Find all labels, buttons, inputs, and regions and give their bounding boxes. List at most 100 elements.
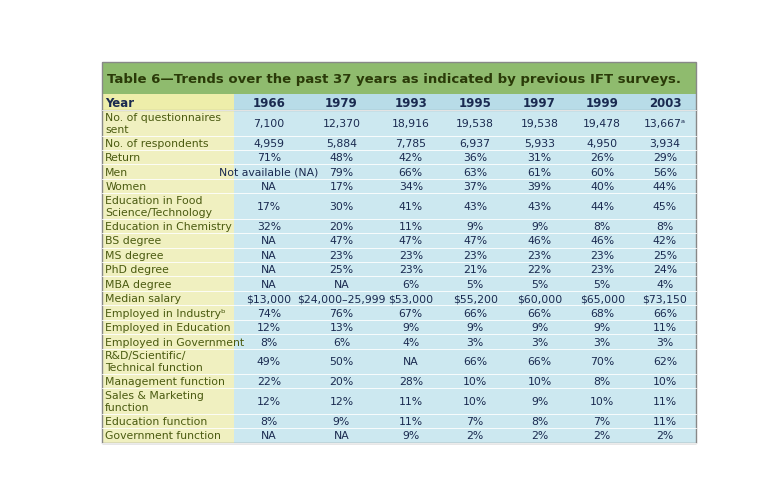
Text: MBA degree: MBA degree bbox=[105, 279, 171, 289]
Text: 11%: 11% bbox=[399, 416, 423, 426]
Text: 66%: 66% bbox=[399, 167, 423, 177]
Text: R&D/Scientific/
Technical function: R&D/Scientific/ Technical function bbox=[105, 351, 203, 373]
Bar bbox=[102, 233, 234, 248]
Text: 19,538: 19,538 bbox=[520, 119, 559, 129]
Text: 28%: 28% bbox=[399, 377, 423, 386]
Text: 31%: 31% bbox=[527, 153, 552, 163]
Text: 30%: 30% bbox=[330, 201, 354, 211]
Text: Not available (NA): Not available (NA) bbox=[219, 167, 319, 177]
Bar bbox=[102, 292, 234, 306]
Text: 5%: 5% bbox=[530, 279, 548, 289]
Bar bbox=[102, 111, 234, 136]
Bar bbox=[102, 165, 234, 179]
Text: 18,916: 18,916 bbox=[392, 119, 430, 129]
Text: 22%: 22% bbox=[527, 265, 552, 275]
Text: $13,000: $13,000 bbox=[246, 294, 291, 304]
Text: 21%: 21% bbox=[463, 265, 487, 275]
Text: 3%: 3% bbox=[467, 337, 484, 347]
Text: 1999: 1999 bbox=[586, 97, 619, 109]
Text: 41%: 41% bbox=[399, 201, 423, 211]
Text: No. of questionnaires
sent: No. of questionnaires sent bbox=[105, 113, 221, 135]
Text: 71%: 71% bbox=[257, 153, 281, 163]
Text: 1966: 1966 bbox=[252, 97, 285, 109]
Bar bbox=[234, 335, 696, 349]
Text: Education in Food
Science/Technology: Education in Food Science/Technology bbox=[105, 195, 212, 217]
Text: 5%: 5% bbox=[467, 279, 484, 289]
Text: 66%: 66% bbox=[463, 308, 487, 318]
Text: 6,937: 6,937 bbox=[460, 138, 491, 148]
Bar bbox=[102, 374, 234, 389]
Text: Education in Chemistry: Education in Chemistry bbox=[105, 221, 232, 231]
Text: 37%: 37% bbox=[463, 182, 487, 192]
Bar bbox=[102, 306, 234, 320]
Text: 11%: 11% bbox=[653, 323, 677, 332]
Text: 11%: 11% bbox=[653, 416, 677, 426]
Text: 40%: 40% bbox=[590, 182, 615, 192]
Text: 1979: 1979 bbox=[325, 97, 358, 109]
Text: 48%: 48% bbox=[330, 153, 354, 163]
Text: 2%: 2% bbox=[467, 430, 484, 440]
Bar bbox=[234, 414, 696, 428]
Text: NA: NA bbox=[261, 250, 277, 261]
Text: 7%: 7% bbox=[594, 416, 611, 426]
Text: 32%: 32% bbox=[257, 221, 281, 231]
Text: 34%: 34% bbox=[399, 182, 423, 192]
Text: NA: NA bbox=[261, 182, 277, 192]
Text: 13,667ᵃ: 13,667ᵃ bbox=[644, 119, 686, 129]
Bar bbox=[234, 95, 696, 111]
Text: 44%: 44% bbox=[590, 201, 615, 211]
Text: NA: NA bbox=[261, 236, 277, 246]
Text: 66%: 66% bbox=[527, 357, 552, 367]
Text: 12%: 12% bbox=[330, 396, 354, 406]
Bar bbox=[102, 63, 696, 95]
Text: Employed in Education: Employed in Education bbox=[105, 323, 231, 332]
Text: $24,000–25,999: $24,000–25,999 bbox=[298, 294, 386, 304]
Text: 42%: 42% bbox=[399, 153, 423, 163]
Bar bbox=[234, 349, 696, 374]
Text: $65,000: $65,000 bbox=[580, 294, 625, 304]
Text: 9%: 9% bbox=[333, 416, 350, 426]
Text: $53,000: $53,000 bbox=[388, 294, 433, 304]
Text: 1997: 1997 bbox=[523, 97, 556, 109]
Text: 1993: 1993 bbox=[394, 97, 427, 109]
Text: 47%: 47% bbox=[463, 236, 487, 246]
Text: Government function: Government function bbox=[105, 430, 221, 440]
Bar bbox=[234, 389, 696, 414]
Text: 26%: 26% bbox=[590, 153, 615, 163]
Text: Management function: Management function bbox=[105, 377, 225, 386]
Text: 4%: 4% bbox=[656, 279, 674, 289]
Text: 49%: 49% bbox=[257, 357, 281, 367]
Text: 2%: 2% bbox=[656, 430, 674, 440]
Bar bbox=[234, 374, 696, 389]
Text: 23%: 23% bbox=[590, 265, 615, 275]
Text: 8%: 8% bbox=[530, 416, 548, 426]
Text: 79%: 79% bbox=[330, 167, 354, 177]
Text: PhD degree: PhD degree bbox=[105, 265, 169, 275]
Bar bbox=[102, 335, 234, 349]
Text: Sales & Marketing
function: Sales & Marketing function bbox=[105, 390, 204, 412]
Text: Women: Women bbox=[105, 182, 146, 192]
Text: 9%: 9% bbox=[402, 323, 419, 332]
Text: NA: NA bbox=[333, 279, 349, 289]
Text: 23%: 23% bbox=[399, 250, 423, 261]
Text: 68%: 68% bbox=[590, 308, 615, 318]
Bar bbox=[102, 428, 234, 443]
Text: 19,478: 19,478 bbox=[583, 119, 621, 129]
Text: 8%: 8% bbox=[656, 221, 674, 231]
Text: 39%: 39% bbox=[527, 182, 552, 192]
Text: 12%: 12% bbox=[257, 323, 281, 332]
Text: 43%: 43% bbox=[463, 201, 487, 211]
Text: 12%: 12% bbox=[257, 396, 281, 406]
Bar bbox=[102, 219, 234, 233]
Text: 20%: 20% bbox=[330, 221, 354, 231]
Text: 25%: 25% bbox=[330, 265, 354, 275]
Text: 11%: 11% bbox=[399, 396, 423, 406]
Text: 4%: 4% bbox=[402, 337, 419, 347]
Text: 76%: 76% bbox=[330, 308, 354, 318]
Bar bbox=[234, 306, 696, 320]
Text: 10%: 10% bbox=[653, 377, 677, 386]
Bar bbox=[234, 136, 696, 151]
Bar bbox=[102, 179, 234, 194]
Text: 10%: 10% bbox=[527, 377, 552, 386]
Bar bbox=[102, 320, 234, 335]
